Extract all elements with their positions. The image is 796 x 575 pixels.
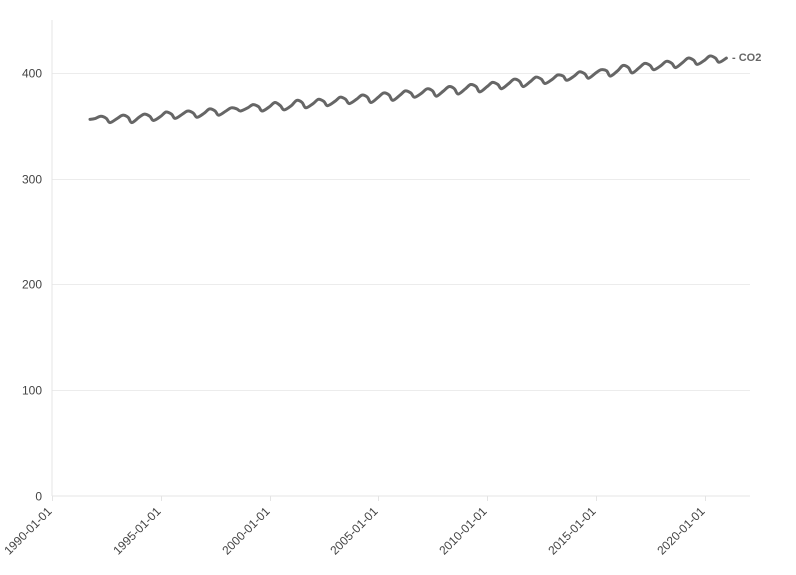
- y-tick-label: 200: [22, 278, 42, 292]
- x-tick-label: 2010-01-01: [436, 504, 490, 558]
- y-tick-label: 0: [35, 490, 42, 504]
- y-axis-ticks: 0 100 200 300 400: [22, 67, 42, 504]
- x-axis-ticks: 1990-01-01 1995-01-01 2000-01-01 2005-01-01…: [1, 496, 708, 558]
- x-tick-label: 2020-01-01: [654, 504, 708, 558]
- x-tick-label: 1990-01-01: [1, 504, 55, 558]
- x-tick-label: 2000-01-01: [219, 504, 273, 558]
- x-tick-label: 2005-01-01: [327, 504, 381, 558]
- series-group: - CO2: [88, 52, 761, 125]
- y-tick-label: 400: [22, 67, 42, 81]
- series-label-co2: - CO2: [732, 52, 761, 64]
- y-tick-label: 300: [22, 173, 42, 187]
- gridlines: [52, 73, 750, 391]
- x-tick-label: 1995-01-01: [110, 504, 164, 558]
- series-line-co2: [88, 54, 728, 125]
- x-tick-label: 2015-01-01: [545, 504, 599, 558]
- y-tick-label: 100: [22, 384, 42, 398]
